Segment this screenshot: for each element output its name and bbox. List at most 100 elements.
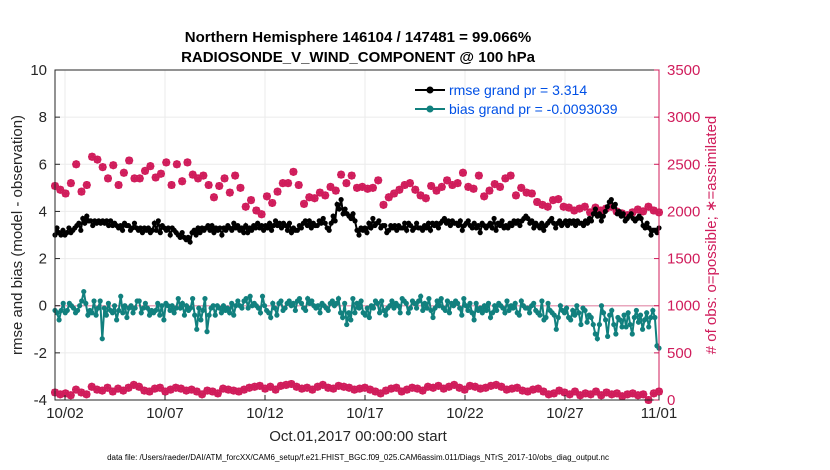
bias-point [383, 312, 389, 318]
possible-point [352, 183, 361, 192]
possible-point [342, 179, 351, 188]
assimilated-point [418, 386, 427, 395]
possible-point [93, 155, 102, 164]
possible-asterisk [262, 192, 271, 201]
y2-tick-label: 3000 [667, 109, 700, 126]
bias-point [592, 331, 598, 337]
assimilated-point [66, 391, 75, 400]
bias-point [635, 319, 642, 325]
assimilated-asterisk [324, 383, 333, 392]
assimilated-asterisk [518, 386, 527, 395]
rmse-point [572, 222, 579, 229]
assimilated-asterisk [586, 390, 595, 399]
bias-point [381, 307, 387, 314]
possible-asterisk [480, 192, 489, 201]
rmse-point [620, 211, 626, 217]
possible-asterisk [98, 163, 107, 172]
assimilated-asterisk [355, 384, 364, 393]
bias-point [196, 305, 202, 311]
rmse-point [108, 218, 114, 224]
bias-point [227, 310, 233, 316]
bias-point [181, 312, 188, 318]
rmse-point [580, 222, 587, 229]
bias-point [366, 314, 372, 321]
possible-asterisk [172, 160, 181, 169]
rmse-point [155, 218, 161, 224]
rmse-point [402, 220, 408, 226]
bias-point [89, 310, 95, 316]
possible-point [511, 191, 520, 200]
bias-point [376, 310, 383, 316]
possible-point [273, 187, 282, 196]
possible-asterisk [326, 182, 335, 191]
bias-point [570, 307, 576, 314]
x-tick-label: 10/22 [446, 405, 484, 422]
bias-point [274, 312, 280, 318]
assimilated-asterisk [476, 384, 485, 393]
bias-point [333, 300, 340, 306]
possible-asterisk [114, 181, 123, 190]
possible-asterisk [347, 171, 356, 180]
possible-asterisk [183, 158, 192, 167]
bias-point [239, 305, 245, 311]
possible-asterisk [390, 189, 399, 198]
possible-asterisk [448, 181, 457, 190]
bias-point [416, 298, 422, 304]
possible-point [427, 181, 436, 190]
rmse-point [239, 225, 245, 231]
bias-point [420, 307, 426, 314]
bias-point [167, 307, 173, 314]
possible-asterisk [649, 206, 658, 215]
possible-asterisk [570, 206, 579, 215]
possible-asterisk [331, 186, 340, 195]
rmse-point [445, 218, 451, 224]
rmse-point [322, 220, 328, 226]
rmse-point [187, 239, 193, 245]
possible-asterisk [358, 182, 367, 191]
rmse-point [266, 220, 273, 226]
possible-asterisk [194, 174, 203, 183]
legend-bias-label: bias grand pr = -0.0093039 [449, 101, 618, 117]
possible-asterisk [411, 185, 420, 194]
assimilated-asterisk [261, 384, 270, 393]
bias-point [171, 310, 177, 316]
rmse-point [475, 222, 481, 229]
rmse-point [382, 222, 388, 229]
bias-point [578, 321, 584, 328]
bias-point [574, 303, 580, 309]
rmse-point [84, 213, 90, 219]
rmse-series [52, 197, 662, 246]
bias-point [352, 310, 358, 316]
bias-point [633, 307, 640, 314]
bias-point [74, 307, 81, 314]
rmse-point [497, 222, 503, 229]
assimilated-asterisk [607, 390, 616, 399]
bias-point [459, 312, 465, 318]
rmse-point [318, 220, 324, 226]
y2-tick-label: 0 [667, 392, 675, 409]
assimilated-asterisk [245, 383, 254, 392]
possible-asterisk [305, 193, 314, 202]
bias-point [613, 331, 619, 337]
rmse-point [386, 227, 392, 233]
rmse-point [286, 220, 293, 226]
possible-asterisk [146, 162, 155, 171]
possible-point [305, 193, 314, 202]
assimilated-asterisk [72, 385, 81, 394]
bias-point [56, 317, 62, 323]
possible-point [453, 179, 462, 188]
x-tick-label: 11/01 [641, 405, 677, 422]
possible-point [114, 181, 123, 190]
assimilated-asterisk [135, 382, 144, 391]
assimilated-asterisk [318, 380, 327, 389]
bias-point [118, 293, 124, 299]
bias-point [130, 310, 136, 316]
possible-asterisk [300, 199, 309, 208]
possible-asterisk [77, 187, 86, 196]
possible-point [199, 171, 208, 180]
bias-point [165, 303, 171, 309]
assimilated-asterisk [150, 384, 159, 393]
rmse-point [80, 215, 86, 222]
possible-point [103, 174, 112, 183]
assimilated-asterisk [219, 384, 228, 393]
